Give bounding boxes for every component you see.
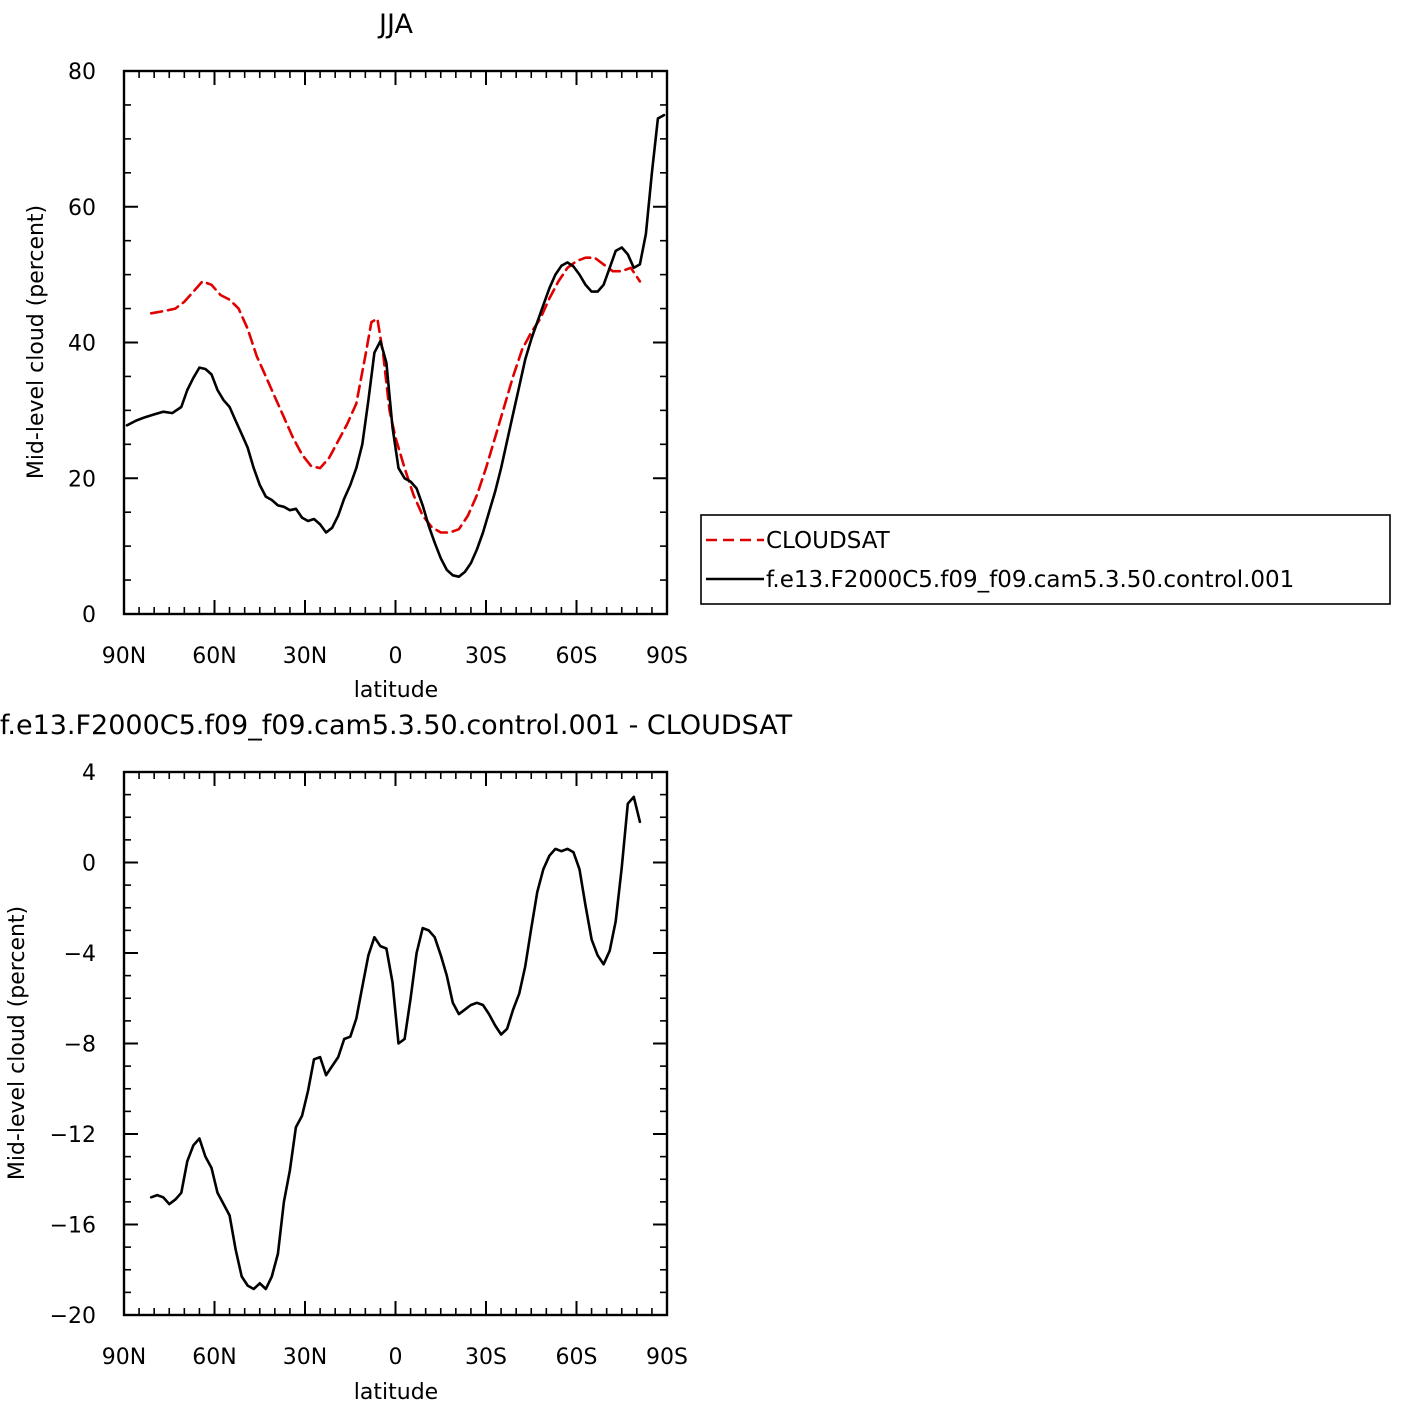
top-y-tick-label: 40 (68, 332, 96, 357)
legend-label-model: f.e13.F2000C5.f09_f09.cam5.3.50.control.… (766, 567, 1294, 593)
bottom-chart-xlabel: latitude (354, 1380, 438, 1405)
bottom-x-tick-label: 60S (556, 1345, 598, 1370)
top-x-tick-label: 90S (646, 644, 688, 669)
top-y-tick-label: 20 (68, 467, 96, 492)
bottom-chart-title: f.e13.F2000C5.f09_f09.cam5.3.50.control.… (0, 710, 793, 741)
top-x-tick-label: 90N (102, 644, 146, 669)
top-chart-title: JJA (377, 9, 413, 40)
top-x-tick-label: 60N (192, 644, 236, 669)
bottom-x-tick-label: 90S (646, 1345, 688, 1370)
bottom-plot-frame (122, 770, 669, 1317)
top-plot-frame (122, 69, 669, 616)
bottom-y-tick-label: −4 (64, 942, 96, 967)
top-y-tick-label: 60 (68, 196, 96, 221)
bottom-chart-ylabel: Mid-level cloud (percent) (5, 906, 30, 1180)
bottom-x-tick-label: 30N (283, 1345, 327, 1370)
bottom-y-tick-label: −16 (50, 1214, 96, 1239)
top-cloudsat-line (149, 256, 642, 534)
top-chart-axes: 90N 60N 30N 0 30S 60S 90S 0 20 40 60 80 (68, 60, 688, 669)
legend: CLOUDSAT f.e13.F2000C5.f09_f09.cam5.3.50… (700, 514, 1391, 605)
bottom-chart-axes: 90N 60N 30N 0 30S 60S 90S −20 −16 −12 −8 −4 0 4 (50, 761, 688, 1370)
bottom-x-tick-label: 0 (389, 1345, 403, 1370)
top-y-tick-label: 0 (82, 603, 96, 628)
bottom-x-tick-label: 60N (192, 1345, 236, 1370)
bottom-x-tick-label: 30S (465, 1345, 507, 1370)
legend-label-cloudsat: CLOUDSAT (766, 528, 891, 554)
legend-box (700, 514, 1391, 605)
top-chart-series (125, 113, 666, 579)
top-x-tick-label: 30N (283, 644, 327, 669)
top-chart-panel: JJA 90N 60N 30N 0 30S 60S 90S 0 20 40 60 80 latitud… (24, 9, 688, 703)
top-chart-ylabel: Mid-level cloud (percent) (24, 205, 49, 479)
bottom-y-tick-label: 4 (82, 761, 96, 786)
bottom-difference-line (149, 795, 642, 1291)
bottom-chart-series (149, 795, 642, 1291)
bottom-y-tick-label: 0 (82, 852, 96, 877)
bottom-y-tick-label: −20 (50, 1304, 96, 1329)
top-model-line (125, 113, 666, 579)
top-x-tick-label: 0 (389, 644, 403, 669)
top-chart-xlabel: latitude (354, 678, 438, 703)
bottom-y-tick-label: −8 (64, 1033, 96, 1058)
top-x-tick-label: 60S (556, 644, 598, 669)
top-x-tick-label: 30S (465, 644, 507, 669)
bottom-chart-panel: f.e13.F2000C5.f09_f09.cam5.3.50.control.… (0, 710, 793, 1405)
bottom-y-tick-label: −12 (50, 1123, 96, 1148)
bottom-x-tick-label: 90N (102, 1345, 146, 1370)
top-y-tick-label: 80 (68, 60, 96, 85)
